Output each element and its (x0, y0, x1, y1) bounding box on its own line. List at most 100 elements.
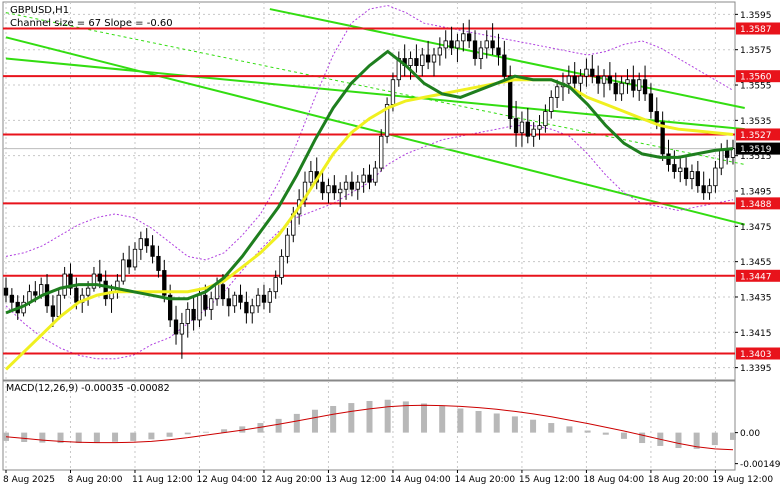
candle-body (185, 308, 190, 324)
candle-body (625, 79, 630, 84)
candle (121, 252, 126, 285)
macd-histogram-bar (330, 405, 337, 433)
macd-tick-label: 0.00 (740, 429, 760, 439)
candle (9, 288, 15, 310)
candle-body (173, 319, 179, 335)
candle-body (220, 284, 226, 300)
regression-channel (5, 8, 745, 226)
x-tick-label: 8 Aug 2025 (3, 475, 55, 485)
macd-histogram-bar (620, 432, 627, 439)
candle (91, 266, 97, 292)
current-price-badge (736, 142, 780, 155)
candle (467, 19, 472, 48)
macd-signal-line (5, 404, 734, 451)
y-tick-label: 1.3555 (740, 82, 772, 92)
candle (179, 312, 185, 359)
candle (549, 90, 554, 119)
candle-body (666, 153, 671, 165)
candle (683, 157, 689, 186)
candle-body (472, 40, 478, 59)
candle (496, 33, 501, 66)
candle-body (56, 294, 61, 317)
candle-body (132, 248, 138, 268)
macd-histogram-bar (511, 416, 518, 433)
candle-body (332, 185, 337, 194)
candle-body (478, 47, 484, 59)
candle-body (197, 294, 202, 321)
macd-label: MACD(12,26,9) -0.00035 -0.00082 (6, 383, 170, 394)
macd-histogram-bar (402, 401, 409, 433)
candle (513, 100, 519, 147)
candle-body (408, 58, 413, 66)
candle (379, 129, 384, 172)
candle (508, 65, 513, 130)
candle-body (97, 273, 102, 282)
level-label: 1.3447 (740, 272, 772, 282)
macd-histogram-bar (93, 432, 100, 443)
candle (707, 178, 712, 200)
y-tick-label: 1.3535 (740, 117, 772, 127)
candle-body (384, 104, 390, 137)
candle (314, 157, 319, 190)
candle-body (490, 40, 495, 49)
level-badge (736, 269, 780, 282)
x-tick-label: 11 Aug 12:00 (132, 475, 193, 485)
candle-body (343, 181, 349, 190)
candle-body (660, 121, 665, 155)
candle (361, 168, 366, 193)
candle-body (584, 68, 589, 77)
candle (255, 288, 261, 313)
candle-body (648, 93, 654, 112)
candle-body (168, 294, 173, 321)
candle (648, 83, 654, 119)
candle-body (590, 68, 595, 77)
candle-body (537, 125, 542, 130)
candle (443, 30, 448, 59)
candle (730, 139, 736, 165)
y-tick-label: 1.3475 (740, 223, 772, 233)
chart-grid (2, 1, 736, 471)
candle-body (425, 54, 431, 63)
macd-histogram-bar (548, 423, 555, 433)
candle-body (9, 294, 15, 303)
candle-body (525, 121, 530, 137)
candle-body (496, 47, 501, 56)
candle-body (437, 47, 443, 56)
candle-body (390, 79, 396, 105)
candle (349, 171, 355, 197)
candle (531, 122, 536, 147)
candle-body (449, 40, 454, 49)
macd-histogram-bar (693, 432, 700, 449)
channel-outer (269, 8, 745, 109)
candle-body (91, 273, 97, 289)
channel-upper (5, 57, 745, 131)
x-tick-label: 18 Aug 04:00 (583, 475, 644, 485)
candle (332, 175, 337, 200)
candle-body (138, 238, 144, 250)
candle (162, 259, 167, 303)
candle-body (707, 185, 712, 194)
candle-body (367, 174, 372, 183)
candle-body (285, 234, 290, 257)
symbol-label: GBPUSD,H1 (10, 5, 69, 16)
candle (126, 245, 132, 275)
candle (701, 171, 706, 200)
candle-body (62, 273, 67, 296)
candle-body (232, 294, 237, 307)
candle-body (50, 305, 56, 317)
candle-body (261, 294, 267, 303)
candle-body (320, 181, 325, 194)
macd-pane (3, 399, 736, 451)
candle (502, 40, 507, 84)
candle (261, 284, 267, 310)
macd-histogram-bar (184, 432, 191, 435)
candle-body (68, 273, 73, 289)
axes: 1.3595 1.3575 1.3555 1.3535 1.3515 1.3495 1.34… (3, 11, 781, 485)
candle (244, 291, 249, 324)
candle-body (578, 75, 583, 84)
candle (50, 295, 56, 328)
candle (115, 274, 120, 299)
candle (384, 97, 390, 144)
candle (373, 160, 378, 186)
candle-body (619, 82, 624, 95)
